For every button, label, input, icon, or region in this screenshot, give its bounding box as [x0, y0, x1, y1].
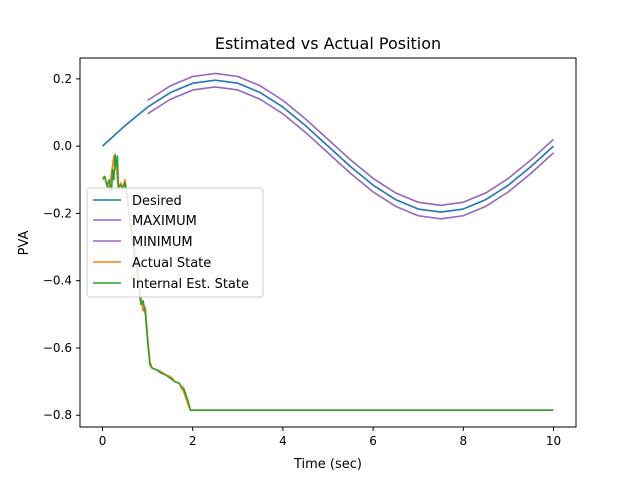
x-tick-label: 0 [99, 434, 107, 448]
y-tick-label: −0.2 [43, 206, 72, 220]
legend-label-desired: Desired [132, 194, 182, 209]
x-tick-label: 4 [279, 434, 287, 448]
y-tick-label: −0.8 [43, 408, 72, 422]
legend-label-maximum: MAXIMUM [132, 214, 197, 229]
x-tick-label: 10 [546, 434, 561, 448]
legend-label-internal-est-state: Internal Est. State [132, 277, 249, 292]
legend: Desired MAXIMUM MINIMUM Actual State Int… [86, 187, 264, 298]
x-tick-label: 6 [369, 434, 377, 448]
y-tick-label: −0.6 [43, 341, 72, 355]
x-tick-label: 8 [459, 434, 467, 448]
series-line-minimum [147, 86, 554, 220]
series-line-desired [102, 79, 554, 213]
axis-ticks: 0 2 4 6 8 10 0.2 0.0 −0.2 −0.4 −0.6 −0.8 [43, 72, 561, 448]
chart-title: Estimated vs Actual Position [215, 34, 441, 53]
legend-label-actual-state: Actual State [132, 256, 211, 271]
y-tick-label: −0.4 [43, 274, 72, 288]
y-axis-label: PVA [17, 230, 32, 255]
legend-label-minimum: MINIMUM [132, 235, 193, 250]
series-layer [102, 72, 554, 411]
plot-area-frame [79, 57, 577, 428]
series-line-internal-est-state [102, 153, 554, 411]
legend-box [86, 187, 264, 298]
x-tick-label: 2 [189, 434, 197, 448]
x-axis-label: Time (sec) [293, 457, 362, 472]
series-line-maximum [147, 72, 554, 207]
y-tick-label: 0.2 [53, 72, 72, 86]
y-tick-label: 0.0 [53, 139, 72, 153]
